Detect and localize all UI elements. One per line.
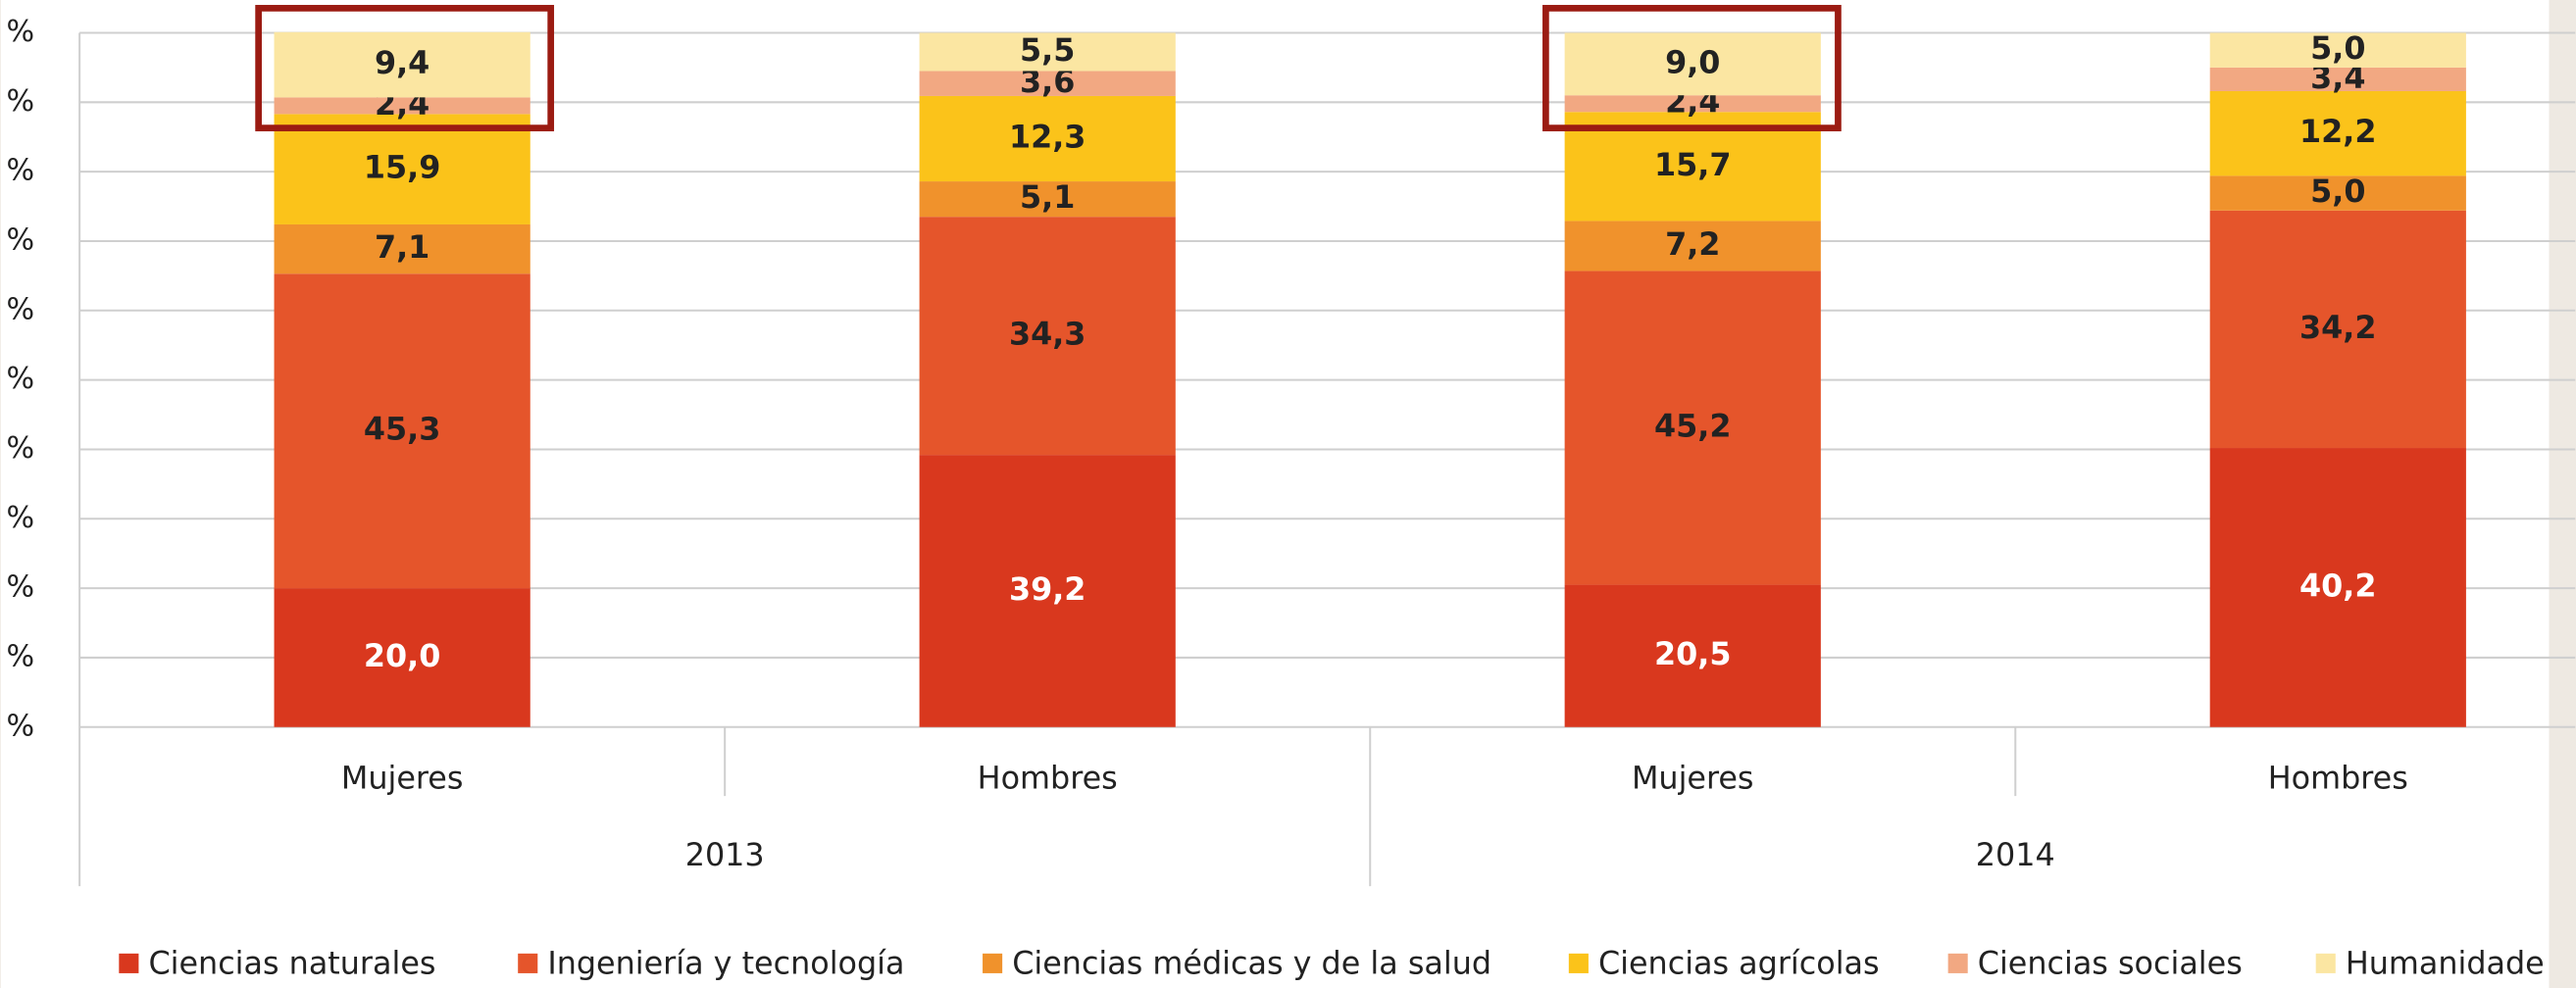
y-tick-label: % [7,84,35,119]
y-tick-label: % [7,570,35,605]
y-tick-label: % [7,431,35,466]
bar-segment [919,455,1176,727]
bar-segment [1564,584,1821,727]
data-label: 39,2 [1009,570,1086,608]
x-tick-label: Hombres [2268,759,2408,796]
y-tick-label: % [7,709,35,743]
group-label: 2014 [1976,836,2055,873]
data-label: 34,3 [1009,316,1086,353]
data-label: 9,4 [375,44,429,81]
data-label: 15,9 [364,149,440,186]
legend-swatch [1568,953,1589,973]
legend-label: Humanidade [2346,945,2545,982]
bar-segment [274,97,530,115]
bar-segment [919,32,1176,72]
bar-segment [919,95,1176,182]
bar-segment [919,181,1176,218]
legend-label: Ciencias sociales [1978,945,2243,982]
bar-segment [1564,32,1821,96]
data-label: 20,0 [364,637,440,674]
legend-swatch [1947,953,1968,973]
bar-segment [274,223,530,274]
x-tick-label: Mujeres [1632,759,1754,796]
bar-segment [274,114,530,224]
bar-segment [2209,90,2466,176]
group-label: 2013 [685,836,765,873]
data-label: 34,2 [2299,309,2376,346]
data-label: 7,2 [1665,225,1720,263]
data-label: 9,0 [1665,43,1720,80]
data-label: 15,7 [1654,146,1731,183]
bar-segment [1564,221,1821,272]
data-label: 45,3 [364,411,440,448]
bar-segment [2209,210,2466,449]
bar-segment [274,31,530,98]
bar-segment [1564,95,1821,113]
legend-label: Ciencias naturales [148,945,435,982]
bar-segment [274,588,530,727]
legend-label: Ciencias médicas y de la salud [1012,945,1491,982]
data-label: 5,1 [1020,178,1075,216]
x-tick-label: Hombres [978,759,1118,796]
x-tick-label: Mujeres [341,759,464,796]
bar-segment [2209,175,2466,211]
y-tick-label: % [7,639,35,673]
data-label: 12,2 [2299,113,2376,150]
data-label: 5,5 [1020,31,1075,69]
legend-swatch [518,953,538,973]
highlight-box [1542,5,1842,131]
y-tick-label: % [7,362,35,396]
y-tick-label: % [7,292,35,326]
y-tick-label: % [7,154,35,188]
legend-label: Ciencias agrícolas [1598,945,1880,982]
bar-segment [919,71,1176,96]
data-label: 40,2 [2299,567,2376,604]
bar-segment [919,217,1176,456]
highlight-box [255,5,555,131]
data-label: 45,2 [1654,407,1731,444]
y-tick-label: % [7,501,35,535]
data-label: 7,1 [375,228,429,266]
legend-swatch [983,953,1003,973]
plot: %%%%%%%%%%%Mujeres20,045,37,115,92,49,4H… [7,15,2576,982]
bar-segment [2209,448,2466,727]
data-label: 20,5 [1654,635,1731,672]
bar-segment [274,273,530,589]
data-label: 5,0 [2310,29,2365,67]
data-label: 12,3 [1009,119,1086,156]
bar-segment [2209,32,2466,68]
bar-segment [1564,271,1821,585]
legend-swatch [2315,953,2336,973]
legend-swatch [119,953,139,973]
bar-segment [2209,67,2466,91]
legend-label: Ingeniería y tecnología [547,945,904,982]
y-tick-label: % [7,15,35,49]
y-tick-label: % [7,222,35,257]
data-label: 5,0 [2310,173,2365,210]
